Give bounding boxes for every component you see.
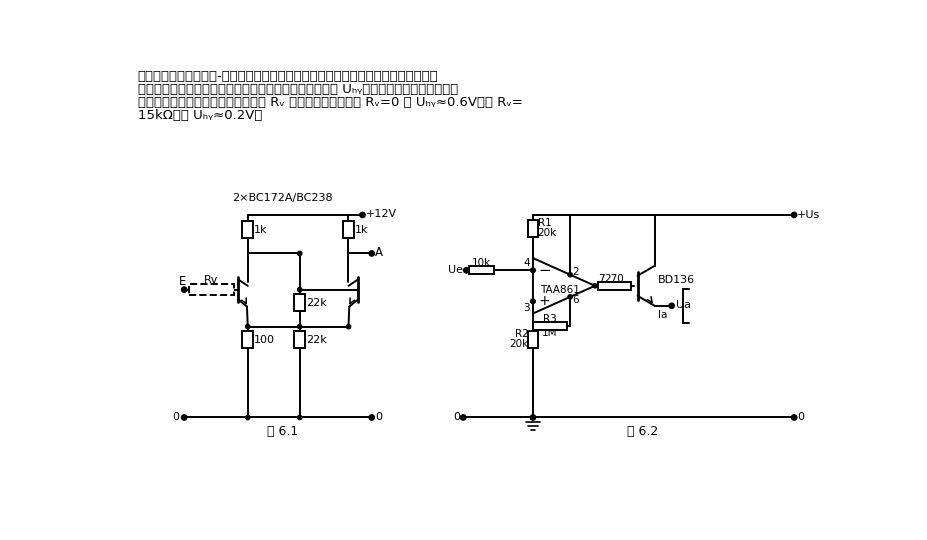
- Text: 入电压上升和下降换接时间之间的电压差値称为滞环电压 Uₕᵧ，其大小可以通过改变左晶: 入电压上升和下降换接时间之间的电压差値称为滞环电压 Uₕᵧ，其大小可以通过改变左…: [137, 83, 457, 96]
- Text: 7: 7: [597, 274, 604, 284]
- Text: TAA861: TAA861: [540, 286, 579, 295]
- Bar: [597, 282, 630, 289]
- Circle shape: [298, 251, 301, 255]
- Bar: [532, 322, 566, 330]
- Text: 1M: 1M: [541, 328, 557, 338]
- Bar: [469, 266, 494, 274]
- Text: E: E: [179, 275, 186, 288]
- Text: 270: 270: [603, 274, 624, 284]
- Bar: [242, 331, 253, 348]
- Text: 10k: 10k: [472, 258, 491, 268]
- Text: 0: 0: [452, 413, 460, 422]
- Circle shape: [464, 268, 468, 273]
- Text: 20k: 20k: [509, 339, 527, 349]
- Circle shape: [182, 287, 186, 292]
- Text: 图 6.1: 图 6.1: [267, 425, 298, 438]
- Circle shape: [246, 415, 249, 420]
- Text: Rv: Rv: [204, 275, 218, 286]
- Text: R3: R3: [542, 314, 556, 324]
- Text: Ia: Ia: [657, 310, 667, 320]
- Circle shape: [346, 325, 350, 329]
- Text: 1k: 1k: [354, 225, 368, 234]
- Text: 2: 2: [572, 267, 578, 276]
- Bar: [294, 294, 305, 311]
- Text: 1k: 1k: [254, 225, 267, 234]
- Text: R2: R2: [514, 329, 527, 340]
- Text: 2×BC172A/BC238: 2×BC172A/BC238: [232, 193, 333, 203]
- Text: 3: 3: [523, 303, 529, 313]
- Text: +Us: +Us: [796, 210, 819, 220]
- Text: BD136: BD136: [657, 275, 694, 285]
- Circle shape: [530, 299, 534, 303]
- Circle shape: [592, 284, 596, 288]
- Circle shape: [298, 325, 301, 329]
- Text: 体管的阈値电压而改变，并且同电阱 Rᵥ 大小有关。如本例中 Rᵥ=0 则 Uₕᵧ≈0.6V；如 Rᵥ=: 体管的阈値电压而改变，并且同电阱 Rᵥ 大小有关。如本例中 Rᵥ=0 则 Uₕᵧ…: [137, 96, 522, 110]
- Circle shape: [529, 415, 535, 420]
- Bar: [343, 221, 353, 238]
- Circle shape: [530, 268, 535, 272]
- Text: +12V: +12V: [365, 209, 396, 219]
- Circle shape: [567, 273, 571, 276]
- Text: 20k: 20k: [537, 228, 556, 238]
- Circle shape: [567, 295, 571, 299]
- Text: 0: 0: [375, 411, 381, 422]
- Text: +: +: [538, 294, 550, 308]
- Text: 6: 6: [572, 295, 578, 305]
- Text: Ue: Ue: [448, 265, 463, 275]
- Bar: [527, 330, 538, 348]
- Circle shape: [460, 415, 465, 420]
- Text: 22k: 22k: [306, 298, 326, 308]
- Text: 图 6.2: 图 6.2: [627, 425, 658, 438]
- Bar: [242, 221, 253, 238]
- Text: Ua: Ua: [675, 300, 690, 310]
- Text: 4: 4: [523, 258, 529, 268]
- Text: 22k: 22k: [306, 335, 326, 345]
- Bar: [294, 331, 305, 348]
- Text: A: A: [375, 246, 383, 259]
- Circle shape: [791, 212, 795, 218]
- Bar: [189, 284, 234, 295]
- Circle shape: [530, 268, 534, 272]
- Circle shape: [298, 287, 301, 292]
- Circle shape: [182, 415, 186, 420]
- Circle shape: [668, 303, 673, 308]
- Circle shape: [791, 415, 795, 420]
- Text: 0: 0: [796, 413, 804, 422]
- Text: 100: 100: [254, 335, 274, 345]
- Text: R1: R1: [537, 218, 551, 228]
- Circle shape: [369, 251, 374, 256]
- Text: 采用施密特触发器作模-数转换器，其输出决定于输入信号大小且仅有两种状态。在输: 采用施密特触发器作模-数转换器，其输出决定于输入信号大小且仅有两种状态。在输: [137, 70, 438, 83]
- Circle shape: [246, 325, 249, 329]
- Text: −: −: [538, 263, 551, 278]
- Circle shape: [369, 415, 374, 420]
- Circle shape: [298, 415, 301, 420]
- Circle shape: [530, 299, 535, 303]
- Bar: [527, 220, 538, 237]
- Text: 15kΩ，则 Uₕᵧ≈0.2V。: 15kΩ，则 Uₕᵧ≈0.2V。: [137, 110, 261, 123]
- Text: 0: 0: [172, 411, 179, 422]
- Circle shape: [360, 212, 364, 218]
